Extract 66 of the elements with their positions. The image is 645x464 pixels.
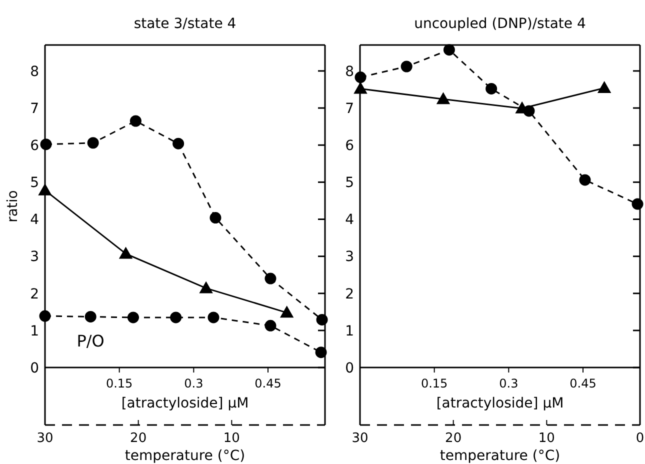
x2-axis-title: temperature (°C): [124, 448, 246, 464]
x-axis-title: [atractyloside] μM: [436, 396, 564, 412]
point: [127, 312, 139, 324]
point: [354, 82, 367, 94]
chart-title: state 3/state 4: [134, 16, 236, 32]
y-tick-label: 4: [345, 212, 354, 228]
y-tick-label: 0: [345, 360, 354, 376]
point: [39, 310, 51, 322]
x2-tick-label: 20: [130, 431, 147, 446]
point: [172, 138, 184, 150]
point: [208, 312, 220, 324]
y-tick-label: 6: [345, 138, 354, 154]
y-tick-label: 7: [30, 100, 39, 117]
y-tick-label: 7: [345, 100, 354, 117]
point: [170, 312, 182, 324]
point: [315, 346, 327, 358]
y-tick-label: 6: [30, 138, 40, 154]
point: [579, 174, 591, 186]
y-tick-label: 3: [345, 249, 354, 266]
point: [87, 137, 99, 149]
point: [632, 198, 644, 210]
x2-axis-title: temperature (°C): [440, 448, 560, 464]
point: [200, 282, 213, 294]
x-tick-label: 0.3: [184, 376, 204, 391]
x-tick-label: 0.15: [106, 376, 133, 391]
point: [598, 82, 611, 94]
x-tick-label: 0.15: [420, 376, 448, 391]
point: [400, 60, 412, 72]
point: [40, 138, 52, 150]
y-tick-label: 5: [30, 175, 39, 192]
point: [354, 72, 366, 84]
point: [119, 247, 132, 259]
y-tick-label: 0: [30, 360, 39, 376]
y-axis-title: ratio: [5, 190, 21, 222]
point: [443, 44, 455, 56]
x2-tick-label: 20: [445, 431, 462, 446]
point: [436, 92, 450, 104]
y-tick-label: 2: [345, 286, 354, 302]
y-tick-label: 4: [30, 212, 40, 228]
point: [130, 115, 142, 127]
y-tick-label: 5: [345, 175, 354, 192]
x-axis-title: [atractyloside] μM: [121, 396, 249, 412]
x2-tick-label: 30: [36, 431, 54, 446]
y-tick-label: 3: [30, 249, 39, 266]
series-label: P/O: [76, 332, 104, 351]
y-tick-label: 8: [345, 64, 354, 80]
point: [38, 184, 52, 196]
x2-tick-label: 30: [352, 431, 368, 446]
point: [316, 314, 328, 326]
point: [264, 320, 276, 332]
y-tick-label: 1: [30, 323, 39, 340]
x-tick-label: 0.3: [499, 376, 518, 391]
y-tick-label: 8: [30, 64, 39, 80]
point: [280, 306, 294, 318]
point: [264, 272, 276, 284]
chart-title: uncoupled (DNP)/state 4: [414, 16, 586, 32]
y-tick-label: 2: [30, 286, 39, 302]
x-tick-label: 0.45: [254, 376, 282, 391]
x2-tick-label: 0: [636, 431, 644, 446]
point: [210, 212, 222, 224]
point: [84, 310, 96, 322]
y-tick-label: 1: [345, 323, 354, 340]
point: [486, 82, 498, 94]
x2-tick-label: 10: [223, 431, 240, 446]
x2-tick-label: 10: [538, 431, 555, 446]
x-tick-label: 0.45: [570, 376, 596, 391]
